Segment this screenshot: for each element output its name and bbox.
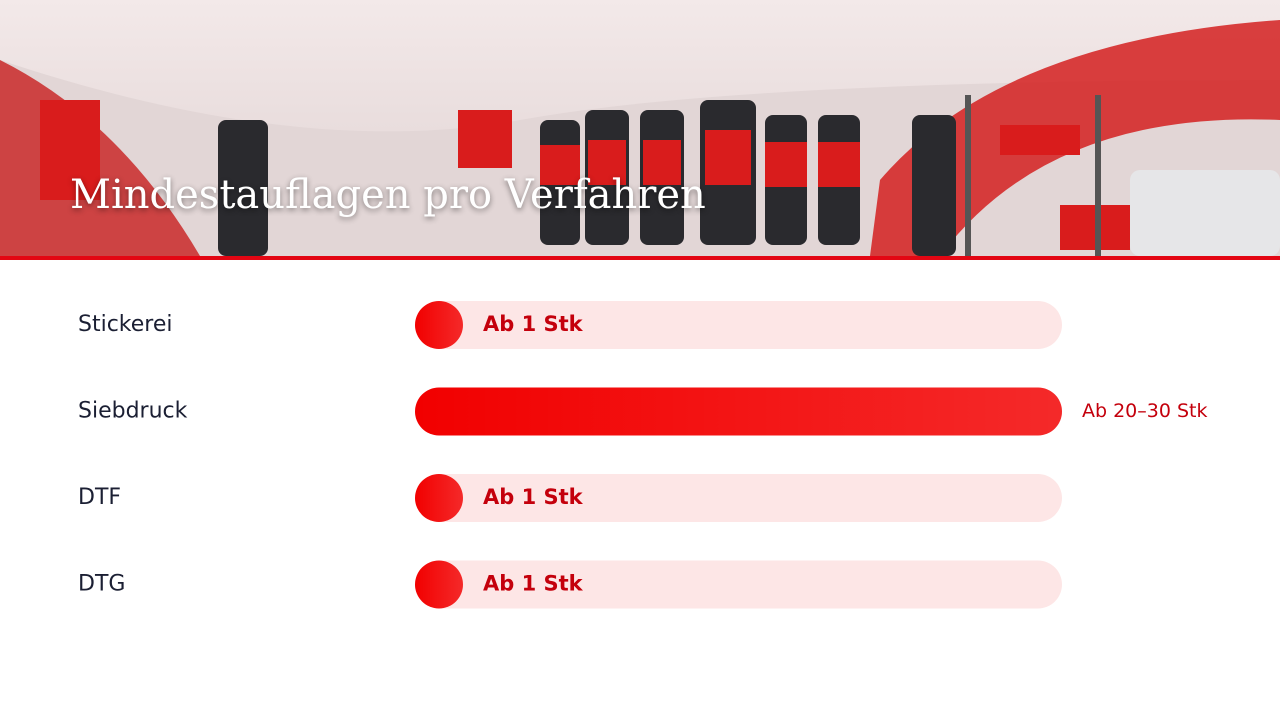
banner-shelf <box>1095 95 1101 256</box>
value-label: Ab 1 Stk <box>483 485 584 509</box>
value-label: Ab 20–30 Stk <box>1082 400 1208 422</box>
bar-track <box>415 301 1062 349</box>
category-label: DTF <box>78 485 121 510</box>
bar <box>415 301 463 349</box>
bar <box>415 387 1062 436</box>
chart-title: Mindestauflagen pro Verfahren <box>70 172 706 218</box>
category-label: Siebdruck <box>78 399 188 424</box>
banner-shelf <box>965 95 971 256</box>
category-label: Stickerei <box>78 312 173 337</box>
value-label: Ab 1 Stk <box>483 572 584 596</box>
banner: Mindestauflagen pro Verfahren <box>0 0 1280 260</box>
bar <box>415 474 463 522</box>
banner-van <box>1130 170 1280 256</box>
banner-art <box>0 20 1280 256</box>
category-label: DTG <box>78 572 125 597</box>
bar-track <box>415 474 1062 522</box>
banner-shirts <box>40 100 1130 250</box>
value-label: Ab 1 Stk <box>483 312 584 336</box>
bar <box>415 560 463 609</box>
bar-track <box>415 560 1062 609</box>
chart: Stickerei Ab 1 Stk Siebdruck Ab 20–30 Stk DT… <box>78 301 1208 609</box>
